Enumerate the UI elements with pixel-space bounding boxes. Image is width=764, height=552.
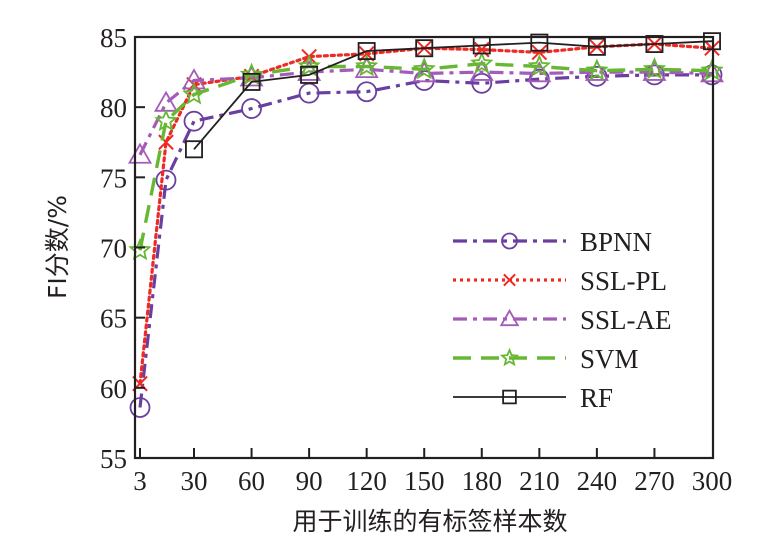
legend-label: SSL-AE <box>580 305 672 335</box>
data-point-square <box>185 140 203 159</box>
y-tick-label: 65 <box>100 304 127 334</box>
x-tick-label: 300 <box>692 466 733 496</box>
data-point-square <box>300 65 319 84</box>
y-axis-title: FI分数/% <box>43 195 72 299</box>
x-tick-label: 60 <box>238 466 265 496</box>
data-point-circle <box>155 169 177 191</box>
data-point-circle <box>471 72 493 94</box>
data-point-star <box>585 58 609 81</box>
x-tick-label: 240 <box>577 466 618 496</box>
series-rf <box>185 32 721 159</box>
data-point-circle <box>501 232 518 250</box>
legend-label: SSL-PL <box>580 266 667 296</box>
series-svm <box>128 51 724 261</box>
data-point-square <box>530 33 549 52</box>
data-point-circle <box>129 397 151 418</box>
x-axis-title: 用于训练的有标签样本数 <box>292 507 567 536</box>
data-point-circle <box>644 64 665 86</box>
legend-item-rf: RF <box>453 383 613 413</box>
y-tick-label: 80 <box>100 93 127 123</box>
data-point-circle <box>241 98 262 119</box>
x-tick-label: 180 <box>462 466 503 496</box>
data-point-x <box>503 273 516 287</box>
series-bpnn <box>129 64 723 418</box>
data-point-square <box>502 389 517 405</box>
y-tick-label: 60 <box>100 374 127 404</box>
data-point-star <box>182 82 206 105</box>
x-tick-label: 90 <box>296 466 323 496</box>
data-point-star <box>297 54 321 77</box>
x-tick-label: 210 <box>519 466 560 496</box>
data-point-star <box>642 56 667 80</box>
x-tick-label: 150 <box>404 466 445 496</box>
data-point-circle <box>586 65 608 87</box>
y-axis-ticks: 55 60 65 70 75 80 85 <box>100 23 145 474</box>
legend-item-bpnn: BPNN <box>453 227 652 257</box>
data-point-star <box>412 56 436 80</box>
legend: BPNN SSL-PL SSL-AE SVM RF <box>453 227 672 413</box>
y-tick-label: 75 <box>100 163 127 193</box>
data-point-star <box>354 54 379 77</box>
x-tick-label: 3 <box>133 466 147 496</box>
legend-label: SVM <box>580 344 639 374</box>
data-point-star <box>527 54 552 77</box>
y-tick-label: 70 <box>100 234 127 264</box>
series-line-rf <box>193 40 713 150</box>
legend-item-svm: SVM <box>453 344 639 374</box>
data-point-square <box>357 42 376 61</box>
data-point-star <box>239 62 264 85</box>
data-point-square <box>242 72 261 91</box>
data-point-square <box>415 39 434 58</box>
data-point-star <box>128 237 152 261</box>
x-tick-label: 30 <box>181 466 208 496</box>
x-tick-label: 120 <box>346 466 387 496</box>
legend-item-ssl-ae: SSL-AE <box>453 305 672 335</box>
data-point-star <box>499 347 520 367</box>
data-point-star <box>470 51 494 74</box>
data-point-x <box>531 44 548 61</box>
legend-label: RF <box>580 383 613 413</box>
data-point-square <box>587 37 606 56</box>
x-axis-ticks: 3 30 60 90 120 150 180 210 240 270 300 <box>133 448 732 496</box>
data-point-triangle <box>499 308 520 327</box>
data-point-triangle <box>181 68 207 90</box>
legend-item-ssl-pl: SSL-PL <box>453 266 667 296</box>
legend-label: BPNN <box>580 227 652 257</box>
y-tick-label: 55 <box>100 444 127 474</box>
data-point-circle <box>356 81 378 103</box>
data-point-circle <box>183 110 205 132</box>
y-tick-label: 85 <box>100 23 127 53</box>
series-line-svm <box>138 61 713 251</box>
data-point-star <box>154 108 178 132</box>
x-tick-label: 270 <box>634 466 675 496</box>
